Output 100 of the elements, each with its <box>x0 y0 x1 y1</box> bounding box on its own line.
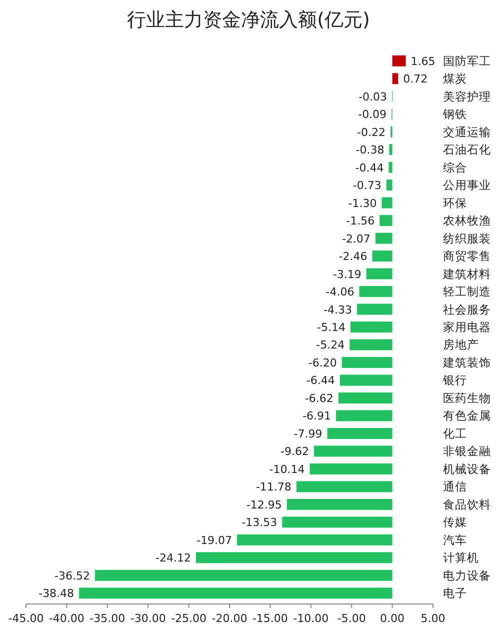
y-tick-label: 建筑材料 <box>442 266 491 281</box>
x-tick-label: -15.00 <box>252 612 288 625</box>
data-label: -6.91 <box>302 410 332 423</box>
data-label: -12.95 <box>246 498 282 512</box>
bar <box>79 588 392 599</box>
bar <box>359 286 392 298</box>
y-tick-label: 食品饮料 <box>443 497 491 512</box>
bar <box>282 516 392 528</box>
y-tick-label: 综合 <box>443 160 467 174</box>
bar <box>340 374 392 386</box>
y-tick-label: 国防军工 <box>443 54 491 68</box>
y-tick-label: 钢铁 <box>442 107 467 122</box>
y-tick-label: 农林牧渔 <box>443 214 491 228</box>
y-tick-label: 电力设备 <box>443 568 491 582</box>
data-label: -3.19 <box>332 268 362 281</box>
data-label: -6.62 <box>304 392 334 405</box>
bar <box>350 339 392 350</box>
data-label: -10.14 <box>269 462 305 476</box>
bar <box>338 392 392 404</box>
y-tick-label: 美容护理 <box>443 89 491 104</box>
data-label: -0.38 <box>356 144 384 157</box>
x-tick-label: -30.00 <box>130 612 166 625</box>
bar <box>237 534 392 546</box>
data-label: -0.44 <box>355 161 384 174</box>
x-tick-label: -35.00 <box>90 612 126 625</box>
x-tick-label: -20.00 <box>212 612 248 625</box>
data-label: 1.65 <box>410 54 436 68</box>
data-label: -13.53 <box>242 516 278 530</box>
bar <box>382 197 392 208</box>
data-label: -2.46 <box>338 250 368 264</box>
bar <box>392 73 398 84</box>
y-tick-label: 电子 <box>443 586 467 600</box>
data-label: -0.03 <box>358 90 388 104</box>
data-label: -36.52 <box>54 569 90 582</box>
bar <box>310 463 392 474</box>
x-tick-label: -45.00 <box>8 612 44 625</box>
y-tick-label: 石油石化 <box>443 142 491 157</box>
data-label: -0.22 <box>357 126 386 139</box>
y-tick-label: 汽车 <box>443 532 467 547</box>
bar <box>357 304 392 315</box>
x-tick-label: -10.00 <box>293 612 329 625</box>
bar <box>366 268 392 280</box>
data-label: -38.48 <box>38 587 74 600</box>
bar <box>389 144 392 156</box>
data-label: -2.07 <box>342 232 370 246</box>
y-tick-label: 商贸零售 <box>443 249 491 264</box>
y-tick-label: 轻工制造 <box>443 284 491 299</box>
y-tick-label: 通信 <box>443 480 467 494</box>
y-tick-label: 计算机 <box>443 550 479 565</box>
y-tick-label: 传媒 <box>443 515 467 530</box>
data-label: -1.30 <box>348 196 377 210</box>
data-label: -7.99 <box>294 427 322 440</box>
bar <box>386 180 392 191</box>
y-tick-label: 环保 <box>443 196 467 210</box>
y-tick-label: 公用事业 <box>443 178 491 192</box>
y-tick-label: 有色金属 <box>443 408 491 423</box>
data-label: -6.44 <box>306 374 335 388</box>
data-label: -11.78 <box>256 480 292 494</box>
data-label: -9.62 <box>280 445 309 458</box>
data-label: -1.56 <box>346 214 375 228</box>
bar <box>314 446 392 457</box>
data-label: -5.14 <box>316 321 346 334</box>
bar <box>342 356 392 368</box>
bar <box>372 250 392 262</box>
bar <box>327 428 392 439</box>
y-tick-label: 社会服务 <box>443 302 491 316</box>
x-tick-label: -5.00 <box>337 612 366 625</box>
bar <box>286 498 392 510</box>
y-tick-label: 纺织服装 <box>443 231 491 246</box>
chart-title: 行业主力资金净流入额(亿元) <box>127 9 370 31</box>
y-tick-label: 建筑装饰 <box>442 355 491 370</box>
y-tick-label: 煤炭 <box>443 72 467 86</box>
bar <box>336 410 392 422</box>
bar <box>196 552 392 564</box>
bar <box>350 322 392 332</box>
x-tick-label: 5.00 <box>420 612 446 625</box>
data-label: -5.24 <box>316 338 345 352</box>
data-label: -19.07 <box>196 534 232 547</box>
data-label: -4.06 <box>326 286 354 299</box>
data-label: -0.09 <box>358 108 387 122</box>
y-tick-label: 化工 <box>443 426 467 440</box>
x-tick-label: -40.00 <box>48 612 84 625</box>
data-label: -0.73 <box>352 179 382 192</box>
bar <box>388 162 392 173</box>
bar <box>380 215 392 226</box>
y-tick-label: 医药生物 <box>443 390 491 405</box>
data-label: -24.12 <box>155 552 191 565</box>
data-label: -4.33 <box>324 303 352 316</box>
y-tick-label: 银行 <box>442 373 467 388</box>
y-tick-label: 房地产 <box>443 338 479 352</box>
x-tick-label: -25.00 <box>171 612 207 625</box>
bar <box>392 55 406 66</box>
y-tick-label: 交通运输 <box>443 124 491 139</box>
y-tick-label: 非银金融 <box>443 444 491 458</box>
bar <box>375 232 392 244</box>
y-tick-label: 机械设备 <box>443 462 491 476</box>
data-label: -6.20 <box>308 356 337 370</box>
data-label: 0.72 <box>403 72 428 86</box>
x-tick-label: 0.00 <box>380 612 405 625</box>
bar <box>296 481 392 492</box>
